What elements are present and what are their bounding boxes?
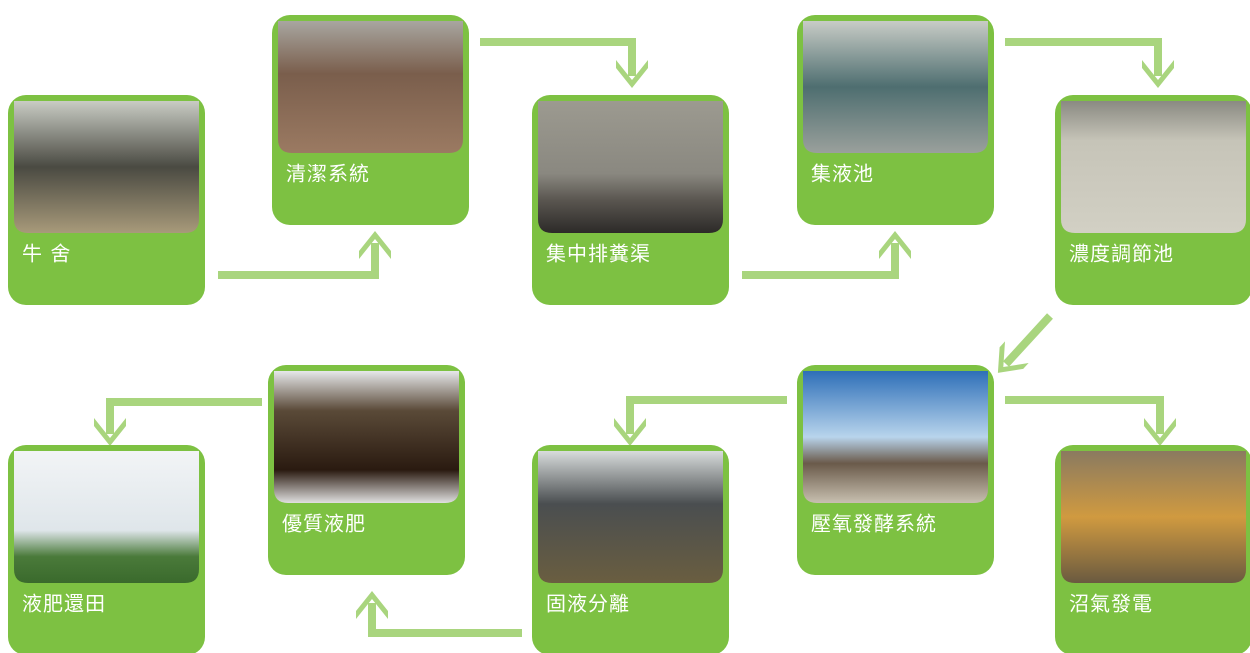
card-photo [14, 451, 199, 583]
process-card: 優質液肥 [268, 365, 465, 575]
card-label: 牛 舍 [22, 242, 71, 266]
process-card: 集中排糞渠 [532, 95, 729, 305]
card-label: 液肥還田 [22, 592, 106, 616]
card-photo [1061, 451, 1246, 583]
process-card: 液肥還田 [8, 445, 205, 653]
card-label: 濃度調節池 [1069, 242, 1174, 266]
card-label: 固液分離 [546, 592, 630, 616]
card-photo [538, 101, 723, 233]
card-label: 集液池 [811, 162, 874, 186]
card-photo [274, 371, 459, 503]
arrows [94, 38, 1176, 637]
arrow [1005, 38, 1174, 88]
arrow [218, 231, 391, 279]
card-photo [278, 21, 463, 153]
process-card: 集液池 [797, 15, 994, 225]
card-photo [803, 21, 988, 153]
card-label: 集中排糞渠 [546, 242, 651, 266]
card-photo [803, 371, 988, 503]
process-card: 清潔系統 [272, 15, 469, 225]
arrow [1005, 396, 1176, 446]
process-card: 壓氧發酵系統 [797, 365, 994, 575]
card-photo [538, 451, 723, 583]
process-card: 牛 舍 [8, 95, 205, 305]
process-card: 固液分離 [532, 445, 729, 653]
process-card: 沼氣發電 [1055, 445, 1250, 653]
arrow [742, 231, 911, 279]
card-label: 沼氣發電 [1069, 592, 1153, 616]
arrow [614, 396, 787, 446]
card-photo [14, 101, 199, 233]
arrow [997, 313, 1053, 373]
card-photo [1061, 101, 1246, 233]
card-label: 壓氧發酵系統 [811, 512, 937, 536]
arrow [356, 591, 522, 637]
arrow [94, 398, 262, 446]
process-card: 濃度調節池 [1055, 95, 1250, 305]
card-label: 清潔系統 [286, 162, 370, 186]
card-label: 優質液肥 [282, 512, 366, 536]
arrow [480, 38, 648, 88]
